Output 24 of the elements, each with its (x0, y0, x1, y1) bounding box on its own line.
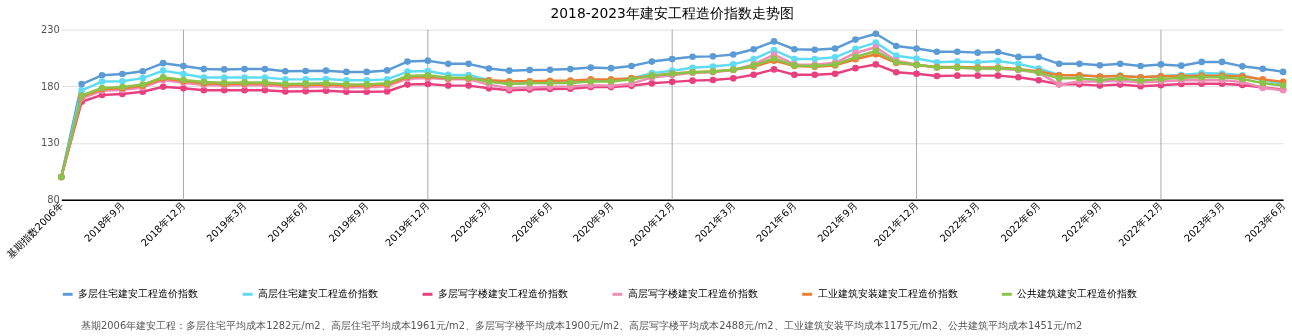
point (139, 74, 147, 82)
point (159, 67, 167, 74)
y-tick-label: 130 (40, 137, 60, 149)
chart-title: 2018-2023年建安工程造价指数走势图 (550, 4, 794, 21)
point (98, 78, 106, 85)
point (953, 58, 961, 65)
y-tick-label: 230 (40, 24, 60, 36)
legend-label: 高层写字楼建安工程造价指数 (627, 288, 758, 300)
point (791, 55, 798, 63)
legend-label: 工业建筑安装建安工程造价指数 (817, 288, 958, 300)
point (913, 55, 920, 62)
legend-label: 多层住宅建安工程造价指数 (78, 288, 199, 300)
text: 基期2006年建安工程：多层住宅平均成本1282元/m2、高层住宅平均成本1961元/m2、多层写字楼平均成本1900元/m2、高层写字楼平均成本2488元/m2、工业建筑安装平均成本1175元/m2、公共建筑平均成本1451元/m2 (81, 320, 1083, 332)
point (119, 77, 126, 85)
legend-label: 多层写字楼建安工程造价指数 (437, 288, 568, 300)
point (831, 53, 839, 61)
point (994, 57, 1002, 65)
y-tick-label: 180 (40, 80, 60, 92)
point (750, 55, 757, 63)
legend-label: 公共建筑建安工程造价指数 (1017, 288, 1138, 300)
point (1015, 60, 1022, 68)
legend-label: 高层住宅建安工程造价指数 (258, 288, 378, 300)
point (811, 55, 819, 63)
point (180, 70, 187, 78)
